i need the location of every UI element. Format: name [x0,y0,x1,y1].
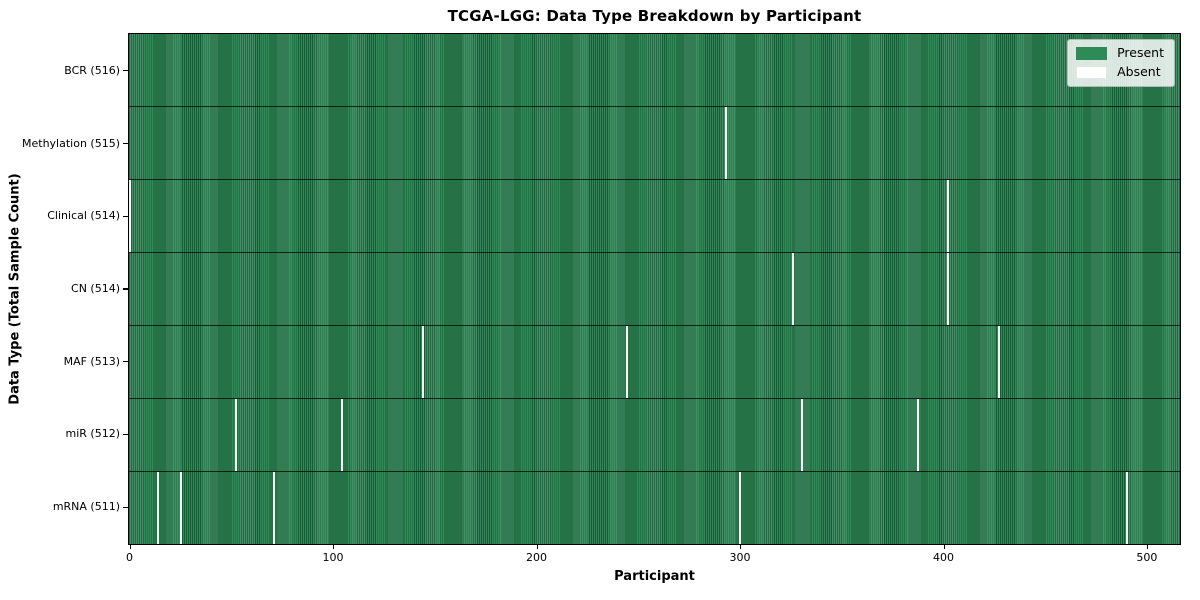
y-tick-label: mRNA (511) [52,500,120,514]
y-tick-mark [123,142,128,145]
x-tick-mark [740,545,742,549]
x-tick-label: 300 [729,551,751,564]
x-axis-label: Participant [614,569,695,584]
y-tick-mark [123,70,128,72]
x-tick-label: 400 [933,551,954,564]
y-tick-mark [123,361,128,363]
x-tick-label: 500 [1136,551,1158,564]
heatmap-row [129,107,1180,180]
heatmap-row [129,399,1180,472]
heatmap-row [129,180,1180,253]
y-tick-label: BCR (516) [64,63,120,77]
absent-cell [422,326,425,398]
x-tick-mark [129,545,131,549]
y-tick-label: CN (514) [71,282,120,295]
y-tick-mark [123,288,128,290]
x-tick-mark [333,545,335,549]
y-tick-mark [123,433,128,436]
chart-title: TCGA-LGG: Data Type Breakdown by Partici… [447,7,862,25]
x-tick-label: 100 [322,551,344,564]
absent-cell [1126,472,1129,544]
legend-label: Present [1117,45,1164,61]
x-tick-label: 200 [526,551,547,564]
y-tick-label: MAF (513) [63,354,120,368]
absent-cell [800,399,803,471]
legend-swatch-present [1076,47,1108,60]
y-tick-label: Clinical (514) [47,209,120,223]
legend-swatch-absent [1076,66,1108,79]
absent-cell [947,180,950,252]
legend-item: Absent [1076,66,1164,79]
y-tick-mark [123,215,128,217]
x-tick-label: 0 [126,551,133,564]
absent-cell [340,399,343,471]
absent-cell [157,472,160,544]
plot-area: Present Absent [128,33,1181,545]
absent-cell [947,253,950,325]
x-tick-mark [943,545,945,549]
absent-cell [625,326,628,398]
absent-cell [792,253,795,325]
absent-cell [725,107,728,179]
heatmap-row [129,34,1180,107]
x-tick-mark [1146,545,1149,549]
heatmap-rows [129,34,1180,544]
absent-cell [234,399,237,471]
y-tick-mark [123,506,128,508]
heatmap-row [129,253,1180,326]
heatmap-row [129,326,1180,399]
legend-label: Absent [1117,64,1161,80]
y-tick-label: miR (512) [65,427,121,441]
heatmap-row [129,472,1180,544]
absent-cell [916,399,919,471]
y-tick-label: Methylation (515) [22,136,120,150]
x-tick-mark [536,545,538,549]
absent-cell [179,472,182,544]
absent-cell [129,180,131,252]
legend-item: Present [1076,47,1164,60]
absent-cell [273,472,276,544]
legend: Present Absent [1067,39,1175,87]
absent-cell [739,472,742,544]
absent-cell [997,326,1000,398]
